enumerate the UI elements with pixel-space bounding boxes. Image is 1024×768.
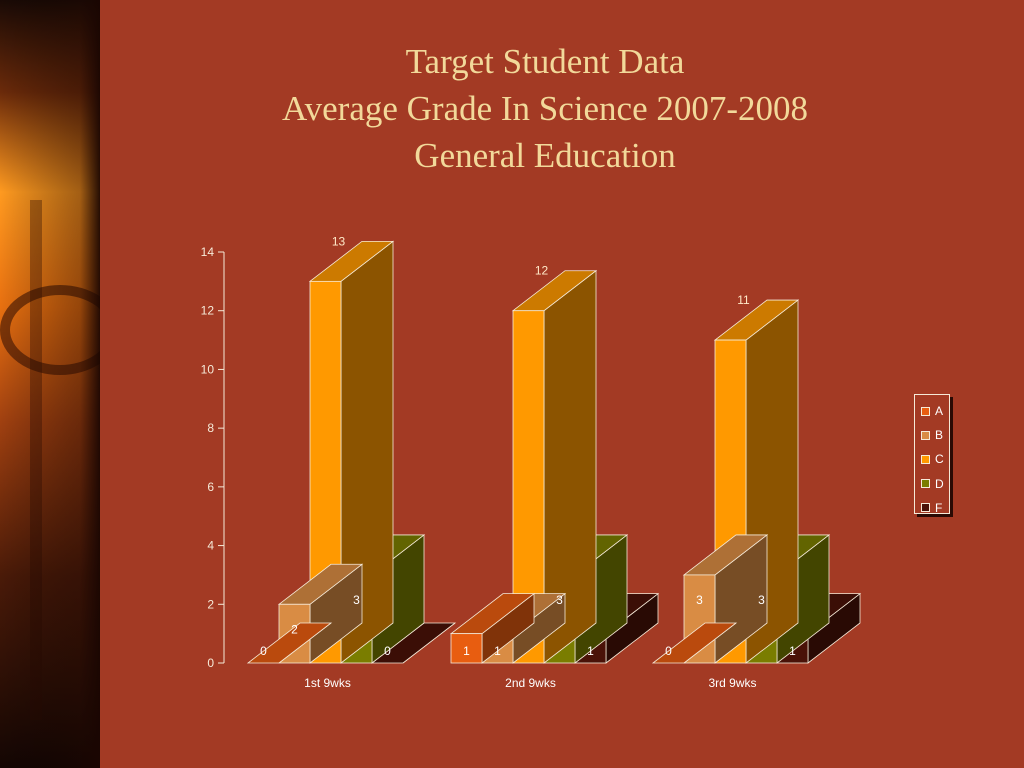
bar-top	[246, 622, 333, 664]
data-label-f: 0	[384, 644, 391, 658]
data-label-c: 12	[535, 264, 549, 278]
y-tick-label: 8	[207, 421, 214, 435]
bar-a	[449, 592, 536, 664]
x-category-label: 3rd 9wks	[708, 676, 756, 690]
title-line-3: General Education	[414, 136, 676, 175]
data-label-d: 3	[353, 593, 360, 607]
bar-front	[450, 633, 483, 664]
legend-swatch	[921, 430, 930, 440]
data-label-f: 1	[587, 644, 594, 658]
bar-a	[246, 622, 333, 664]
legend-label: D	[935, 476, 944, 491]
data-label-b: 3	[696, 593, 703, 607]
category-group: 1 1 12 3 1 2nd 9wks	[449, 264, 660, 690]
data-label-b: 1	[494, 644, 501, 658]
data-label-f: 1	[789, 644, 796, 658]
legend-item-d: D	[915, 472, 949, 496]
data-label-a: 0	[665, 644, 672, 658]
category-group: 0 3 11 3 1 3rd 9wks	[651, 293, 862, 690]
bar-a	[651, 622, 738, 664]
data-label-d: 3	[758, 593, 765, 607]
legend-item-f: F	[915, 496, 949, 520]
data-label-d: 3	[556, 593, 563, 607]
legend-swatch	[921, 479, 930, 489]
y-tick-label: 0	[207, 656, 214, 670]
legend-swatch	[921, 503, 930, 513]
y-tick-label: 14	[201, 245, 215, 259]
legend-label: F	[935, 500, 943, 515]
data-label-b: 2	[291, 622, 298, 636]
x-category-label: 1st 9wks	[304, 676, 351, 690]
test-tube-photo	[0, 0, 100, 768]
y-tick-label: 6	[207, 480, 214, 494]
data-label-a: 0	[260, 644, 267, 658]
data-label-c: 13	[332, 234, 346, 248]
y-tick-label: 10	[201, 362, 215, 376]
legend-swatch	[921, 406, 930, 416]
title-line-2: Average Grade In Science 2007-2008	[281, 89, 809, 128]
y-tick-label: 12	[201, 304, 215, 318]
title-line-1: Target Student Data	[405, 42, 685, 81]
y-tick-label: 2	[207, 597, 214, 611]
legend-label: B	[935, 428, 944, 443]
legend-swatch	[921, 454, 930, 464]
x-category-label: 2nd 9wks	[505, 676, 556, 690]
legend-item-a: A	[915, 399, 949, 423]
legend-label: C	[935, 452, 944, 467]
y-tick-label: 4	[207, 539, 214, 553]
bar-top	[651, 622, 738, 664]
data-label-c: 11	[737, 293, 750, 307]
legend-item-b: B	[915, 423, 949, 447]
legend-label: A	[935, 404, 944, 419]
legend-item-c: C	[915, 447, 949, 471]
category-group: 0 2 13 3 0 1st 9wks	[246, 234, 457, 690]
data-label-a: 1	[463, 644, 470, 658]
chart-title: Target Student Data Average Grade In Sci…	[100, 38, 990, 179]
y-axis: 0 2 4 6 8 10 12 14	[201, 245, 225, 670]
